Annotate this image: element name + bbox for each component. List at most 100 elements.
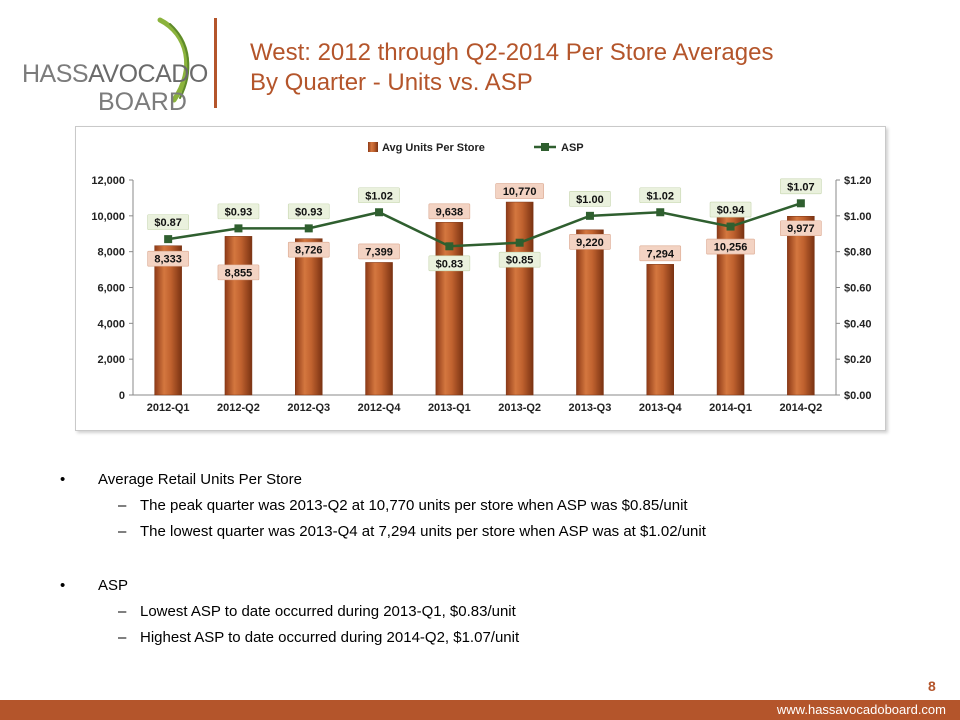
- page-title: West: 2012 through Q2-2014 Per Store Ave…: [250, 38, 773, 98]
- units-data-label-box: [569, 234, 611, 250]
- asp-data-label-box: [498, 251, 541, 268]
- asp-data-label: $0.94: [717, 205, 745, 217]
- units-data-label: 9,977: [787, 223, 815, 235]
- asp-data-label-box: [287, 203, 330, 220]
- logo-swoosh-icon: [157, 17, 190, 103]
- bar-avg-units: [365, 262, 393, 396]
- x-axis-tick-label: 2013-Q2: [498, 402, 541, 414]
- asp-data-label-box: [358, 187, 400, 204]
- units-data-label-box: [147, 250, 189, 267]
- legend-bar-swatch: [368, 142, 378, 152]
- right-axis-tick-label: $0.20: [844, 354, 872, 366]
- units-data-label-box: [706, 238, 755, 255]
- units-data-label: 10,256: [714, 242, 748, 254]
- asp-line: [167, 202, 802, 248]
- right-axis-tick-label: $0.40: [844, 318, 872, 330]
- asp-marker: [796, 199, 805, 208]
- chart-frame: 0 2,000 4,000 6,000 8,000 10,000 12,000 $0.00 $0…: [75, 126, 886, 431]
- units-data-label: 10,770: [503, 186, 537, 198]
- units-data-label: 7,399: [365, 246, 393, 258]
- footer-bar: www.hassavocadoboard.com: [0, 700, 960, 720]
- left-axis-tick-label: 6,000: [97, 283, 125, 295]
- asp-data-label-box: [147, 214, 189, 230]
- asp-data-label: $0.83: [436, 258, 464, 270]
- asp-marker: [304, 224, 313, 233]
- sub-bullet-lowest: The lowest quarter was 2013-Q4 at 7,294 …: [60, 522, 920, 548]
- x-axis-tick-label: 2013-Q1: [428, 402, 471, 414]
- left-axis-tick-label: 4,000: [97, 318, 125, 330]
- x-axis-tick-label: 2012-Q4: [358, 402, 402, 414]
- bar-avg-units: [646, 264, 674, 396]
- bar-avg-units: [435, 222, 464, 396]
- asp-marker: [234, 224, 243, 233]
- sub-bullet-lowest-asp: Lowest ASP to date occurred during 2013-…: [60, 602, 920, 628]
- bullet-asp: ASP: [60, 576, 920, 602]
- logo-text-avocado: AVOCADO: [88, 60, 208, 88]
- asp-marker: [375, 208, 384, 217]
- units-data-label: 8,333: [154, 254, 182, 266]
- left-axis-tick-label: 8,000: [97, 247, 125, 259]
- x-axis-tick-label: 2014-Q2: [779, 402, 822, 414]
- units-data-label-box: [287, 241, 330, 258]
- asp-data-label-box: [217, 203, 260, 220]
- right-axis-tick-label: $0.80: [844, 247, 872, 259]
- asp-marker: [445, 242, 454, 251]
- page-title-line2: By Quarter - Units vs. ASP: [250, 69, 533, 96]
- asp-data-label: $0.87: [154, 217, 182, 229]
- sub-bullet-highest-asp: Highest ASP to date occurred during 2014…: [60, 628, 920, 654]
- left-axis-tick-label: 2,000: [97, 354, 125, 366]
- asp-data-label: $1.02: [365, 190, 393, 202]
- asp-data-label-box: [709, 201, 752, 218]
- logo-text-board: BOARD: [98, 88, 187, 116]
- right-axis-tick-label: $0.60: [844, 283, 872, 295]
- legend-units-label: Avg Units Per Store: [382, 142, 485, 154]
- asp-marker: [164, 235, 173, 244]
- units-data-label-box: [639, 245, 682, 262]
- bar-avg-units: [295, 238, 323, 396]
- asp-marker: [585, 211, 594, 220]
- x-axis-tick-label: 2012-Q2: [217, 402, 260, 414]
- x-axis-tick-label: 2014-Q1: [709, 402, 752, 414]
- bar-avg-units: [224, 236, 253, 396]
- asp-data-label: $1.02: [646, 190, 674, 202]
- asp-data-label-box: [780, 178, 822, 195]
- asp-data-label: $1.00: [576, 194, 604, 206]
- bar-avg-units: [787, 215, 815, 396]
- left-axis-tick-label: 0: [119, 390, 125, 402]
- asp-data-label: $1.07: [787, 181, 815, 193]
- x-axis-tick-label: 2013-Q4: [639, 402, 683, 414]
- page-title-line1: West: 2012 through Q2-2014 Per Store Ave…: [250, 39, 774, 66]
- units-data-label: 8,726: [295, 245, 323, 257]
- asp-marker: [726, 222, 735, 231]
- x-axis-tick-label: 2012-Q3: [287, 402, 330, 414]
- right-axis-tick-label: $1.20: [844, 175, 872, 187]
- logo-text-line1: HASSAVOCADO: [22, 60, 208, 89]
- footer-website-link[interactable]: www.hassavocadoboard.com: [776, 702, 946, 717]
- left-axis-tick-label: 12,000: [91, 175, 125, 187]
- right-axis-tick-label: $1.00: [844, 211, 872, 223]
- units-data-label-box: [780, 220, 822, 237]
- sub-bullet-peak: The peak quarter was 2013-Q2 at 10,770 u…: [60, 496, 920, 522]
- page-number: 8: [928, 678, 936, 694]
- units-data-label: 9,638: [436, 206, 464, 218]
- asp-data-label: $0.93: [225, 206, 253, 218]
- x-axis-tick-label: 2013-Q3: [569, 402, 612, 414]
- units-data-label-box: [495, 183, 544, 199]
- left-axis-tick-label: 10,000: [91, 211, 125, 223]
- bar-avg-units: [576, 229, 604, 396]
- asp-data-label-box: [428, 255, 471, 272]
- logo-text-hass: HASS: [22, 60, 89, 88]
- legend-line-marker: [541, 143, 549, 151]
- right-axis-tick-label: $0.00: [844, 390, 872, 402]
- hass-avocado-board-logo: HASSAVOCADO BOARD: [10, 14, 210, 116]
- units-vs-asp-chart: 0 2,000 4,000 6,000 8,000 10,000 12,000 $0.00 $0…: [91, 142, 872, 414]
- x-axis-tick-label: 2012-Q1: [147, 402, 190, 414]
- legend-asp-label: ASP: [561, 142, 584, 154]
- asp-marker: [515, 238, 524, 247]
- units-data-label-box: [217, 264, 260, 281]
- units-data-label: 8,855: [225, 267, 253, 279]
- units-data-label: 9,220: [576, 237, 604, 249]
- bar-avg-units: [505, 201, 534, 396]
- units-data-label-box: [428, 203, 471, 220]
- asp-data-label: $0.85: [506, 255, 534, 267]
